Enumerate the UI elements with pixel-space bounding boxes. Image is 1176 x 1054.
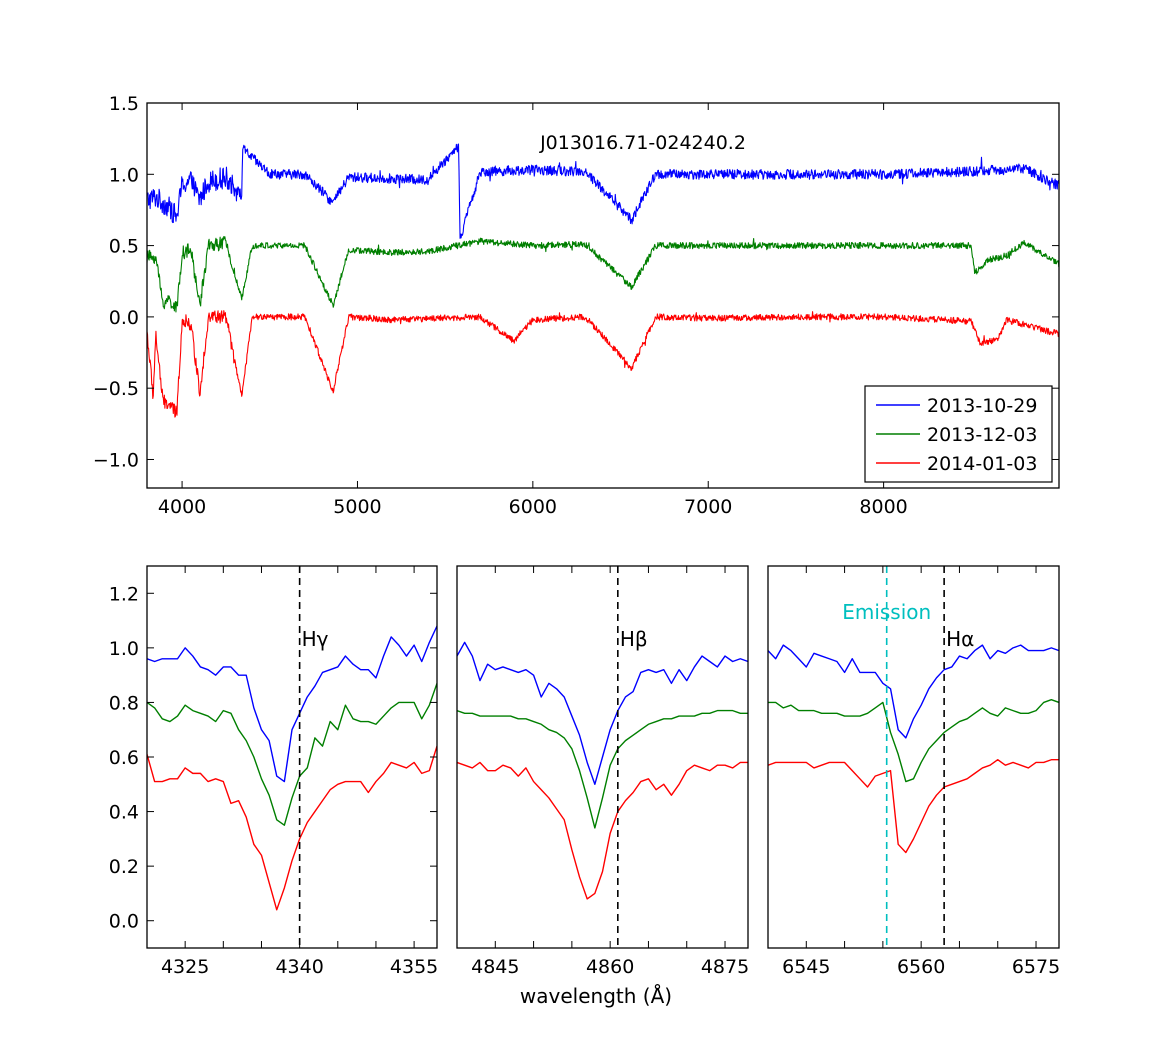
x-tick-label: 5000 bbox=[333, 496, 381, 518]
x-tick-label: 4845 bbox=[471, 956, 519, 978]
chart-title: J013016.71-024240.2 bbox=[539, 132, 746, 154]
series-line-2014-01-03 bbox=[147, 310, 1059, 418]
series-line-2014-01-03 bbox=[457, 761, 748, 900]
reference-line-label: Hγ bbox=[302, 627, 329, 651]
y-tick-label: −1.0 bbox=[93, 449, 139, 471]
series-line-2014-01-03 bbox=[768, 759, 1059, 854]
y-tick-label: 1.0 bbox=[109, 638, 139, 660]
y-tick-label: 1.0 bbox=[109, 164, 139, 186]
x-tick-label: 7000 bbox=[684, 496, 732, 518]
series-line-2013-12-03 bbox=[768, 699, 1059, 783]
reference-line-label: Hβ bbox=[620, 627, 648, 651]
y-tick-label: 1.5 bbox=[109, 93, 139, 115]
reference-line-label: Hα bbox=[946, 627, 974, 651]
series-line-2013-10-29 bbox=[457, 641, 748, 785]
legend-entry: 2013-12-03 bbox=[927, 424, 1037, 446]
x-tick-label: 4355 bbox=[390, 956, 438, 978]
x-tick-label: 6560 bbox=[897, 956, 945, 978]
series-line-2014-01-03 bbox=[147, 745, 437, 911]
axes-frame bbox=[146, 102, 1060, 489]
plot-area bbox=[147, 625, 437, 911]
y-tick-label: 0.2 bbox=[109, 856, 139, 878]
axes-frame bbox=[767, 565, 1060, 949]
x-axis-label: wavelength (Å) bbox=[520, 984, 672, 1008]
y-tick-label: 0.5 bbox=[109, 236, 139, 258]
h-gamma-panel: Hγ 4325 4340 4355 0.0 0.2 0.4 0.6 0.8 1.0 1.2 bbox=[109, 565, 438, 978]
main-spectrum-panel: 4000 5000 6000 7000 8000 −1.0 −0.5 0.0 0.5 1.0 1.5… bbox=[93, 93, 1060, 518]
plot-area bbox=[147, 143, 1059, 418]
legend: 2013-10-29 2013-12-03 2014-01-03 bbox=[864, 385, 1053, 483]
x-tick-label: 4000 bbox=[158, 496, 206, 518]
plot-area bbox=[457, 641, 748, 900]
series-line-2013-10-29 bbox=[147, 625, 437, 783]
series-line-2013-12-03 bbox=[147, 235, 1059, 313]
h-beta-panel: Hβ 4845 4860 4875 bbox=[456, 565, 749, 978]
y-tick-label: 0.8 bbox=[109, 692, 139, 714]
x-tick-label: 4340 bbox=[275, 956, 323, 978]
x-tick-label: 6545 bbox=[782, 956, 830, 978]
plot-area bbox=[768, 644, 1059, 854]
x-tick-label: 4860 bbox=[586, 956, 634, 978]
y-tick-label: 0.0 bbox=[109, 307, 139, 329]
x-tick-label: 4875 bbox=[701, 956, 749, 978]
legend-entry: 2014-01-03 bbox=[927, 453, 1037, 475]
axes-frame bbox=[456, 565, 749, 949]
y-tick-label: 1.2 bbox=[109, 583, 139, 605]
x-tick-label: 6000 bbox=[509, 496, 557, 518]
reference-line-label: Emission bbox=[842, 600, 931, 624]
series-line-2013-10-29 bbox=[768, 644, 1059, 739]
series-line-2013-12-03 bbox=[457, 709, 748, 829]
legend-entry: 2013-10-29 bbox=[927, 395, 1037, 417]
series-line-2013-10-29 bbox=[147, 143, 1059, 239]
y-tick-label: 0.4 bbox=[109, 802, 139, 824]
y-tick-label: −0.5 bbox=[93, 378, 139, 400]
y-tick-label: 0.6 bbox=[109, 747, 139, 769]
x-tick-label: 4325 bbox=[161, 956, 209, 978]
x-tick-label: 8000 bbox=[859, 496, 907, 518]
series-line-2013-12-03 bbox=[147, 683, 437, 826]
h-alpha-panel: Emission Hα 6545 6560 6575 bbox=[767, 565, 1060, 978]
y-tick-label: 0.0 bbox=[109, 911, 139, 933]
x-tick-label: 6575 bbox=[1012, 956, 1060, 978]
